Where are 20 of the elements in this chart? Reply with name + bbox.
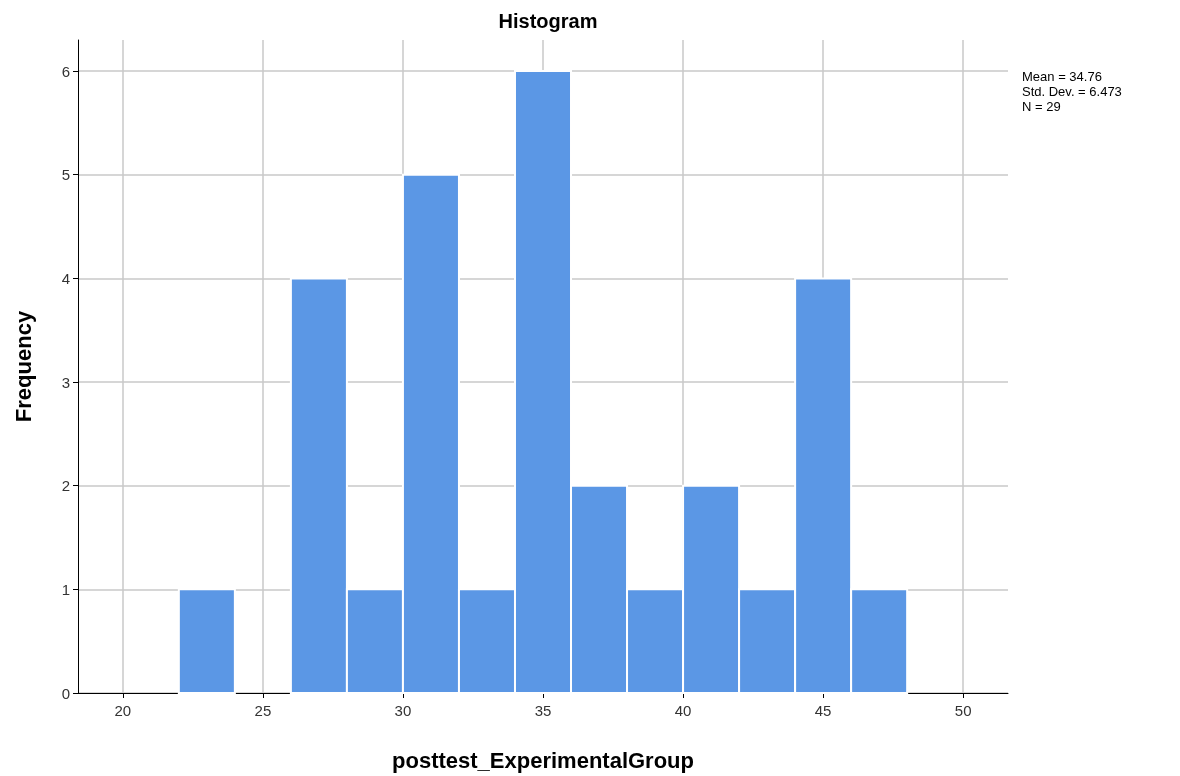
chart-title: Histogram [498,10,598,32]
x-tick-label: 25 [254,702,272,719]
y-tick-label: 0 [61,684,70,702]
x-tick-label: 30 [394,702,412,719]
y-tick-label: 6 [61,62,70,80]
y-tick-label: 4 [61,269,70,287]
x-tick-label: 20 [114,702,132,719]
x-tick-label: 50 [954,702,972,719]
x-tick-label: 35 [534,702,552,719]
y-tick-label: 3 [61,373,70,391]
y-axis-title: Frequency [10,310,36,423]
x-axis-title: posttest_ExperimentalGroup [392,747,694,773]
y-tick-label: 2 [61,477,70,495]
x-tick-label: 45 [814,702,832,719]
text: Mean = 34.76 [1022,69,1102,84]
text: N = 29 [1022,99,1061,114]
x-tick-label: 40 [674,702,692,719]
text: Std. Dev. = 6.473 [1022,84,1122,99]
y-tick-label: 5 [61,166,70,184]
y-tick-label: 1 [61,580,70,598]
